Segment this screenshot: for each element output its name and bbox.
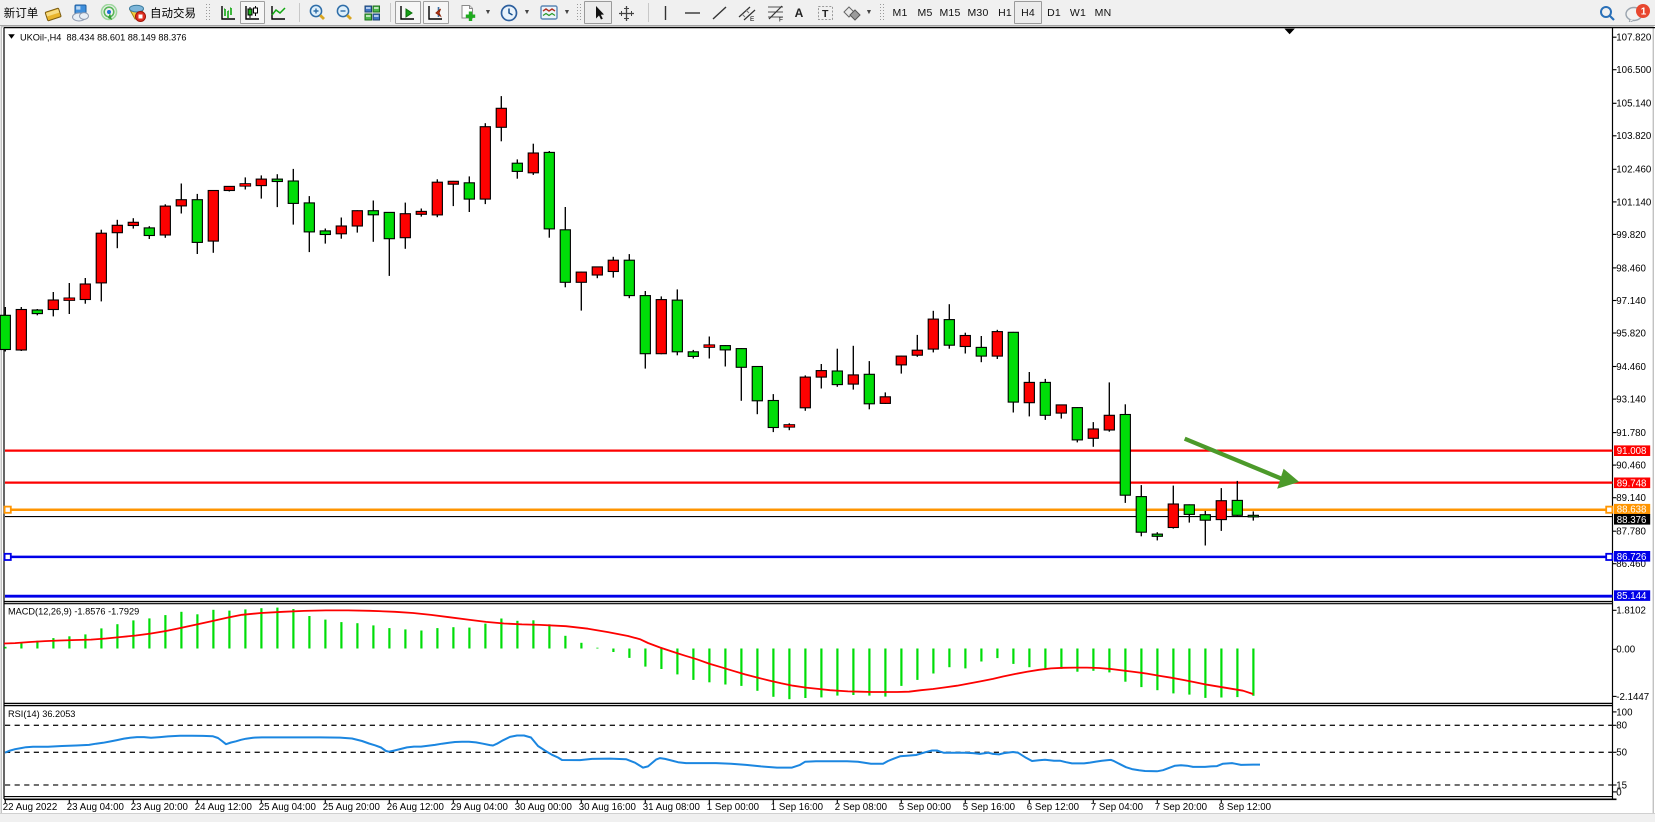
svg-text:1 Sep 00:00: 1 Sep 00:00	[707, 802, 760, 813]
svg-text:E: E	[750, 16, 755, 22]
svg-text:80: 80	[1616, 721, 1627, 732]
svg-text:88.376: 88.376	[1617, 515, 1647, 526]
svg-text:88.638: 88.638	[1617, 505, 1647, 516]
svg-text:0: 0	[1616, 787, 1622, 798]
svg-text:107.820: 107.820	[1616, 33, 1652, 44]
svg-text:30 Aug 16:00: 30 Aug 16:00	[579, 802, 637, 813]
svg-text:98.460: 98.460	[1616, 263, 1646, 274]
svg-text:0.00: 0.00	[1616, 645, 1635, 656]
svg-text:91.008: 91.008	[1617, 446, 1647, 457]
svg-text:2 Sep 08:00: 2 Sep 08:00	[835, 802, 888, 813]
svg-text:7 Sep 04:00: 7 Sep 04:00	[1091, 802, 1144, 813]
svg-text:1.8102: 1.8102	[1616, 606, 1646, 617]
svg-text:5 Sep 00:00: 5 Sep 00:00	[899, 802, 952, 813]
svg-text:30 Aug 00:00: 30 Aug 00:00	[515, 802, 573, 813]
svg-text:5 Sep 16:00: 5 Sep 16:00	[963, 802, 1016, 813]
svg-text:RSI(14) 36.2053: RSI(14) 36.2053	[8, 709, 75, 719]
svg-text:25 Aug 04:00: 25 Aug 04:00	[259, 802, 317, 813]
svg-text:T: T	[822, 8, 829, 20]
svg-text:26 Aug 12:00: 26 Aug 12:00	[387, 802, 445, 813]
svg-text:29 Aug 04:00: 29 Aug 04:00	[451, 802, 509, 813]
svg-text:102.460: 102.460	[1616, 165, 1652, 176]
svg-text:90.460: 90.460	[1616, 461, 1646, 472]
svg-text:93.140: 93.140	[1616, 395, 1646, 406]
svg-text:85.144: 85.144	[1617, 591, 1647, 602]
svg-text:24 Aug 12:00: 24 Aug 12:00	[195, 802, 253, 813]
svg-text:87.780: 87.780	[1616, 527, 1646, 538]
svg-text:105.140: 105.140	[1616, 99, 1652, 110]
svg-text:91.780: 91.780	[1616, 428, 1646, 439]
svg-text:106.500: 106.500	[1616, 65, 1652, 76]
svg-text:86.460: 86.460	[1616, 559, 1646, 570]
svg-text:6 Sep 12:00: 6 Sep 12:00	[1027, 802, 1080, 813]
svg-text:1: 1	[1641, 7, 1647, 18]
svg-text:100: 100	[1616, 707, 1633, 718]
svg-text:15: 15	[1616, 780, 1627, 791]
svg-text:94.460: 94.460	[1616, 362, 1646, 373]
svg-text:UKOil-,H4 88.434 88.601 88.14: UKOil-,H4 88.434 88.601 88.149 88.376	[20, 32, 187, 42]
svg-text:101.140: 101.140	[1616, 197, 1652, 208]
svg-text:22 Aug 2022: 22 Aug 2022	[3, 802, 57, 813]
svg-text:89.748: 89.748	[1617, 478, 1647, 489]
svg-text:95.820: 95.820	[1616, 328, 1646, 339]
svg-text:89.140: 89.140	[1616, 493, 1646, 504]
svg-text:1 Sep 16:00: 1 Sep 16:00	[771, 802, 824, 813]
svg-text:23 Aug 20:00: 23 Aug 20:00	[131, 802, 189, 813]
svg-text:25 Aug 20:00: 25 Aug 20:00	[323, 802, 381, 813]
svg-text:8 Sep 12:00: 8 Sep 12:00	[1219, 802, 1272, 813]
svg-text:-2.1447: -2.1447	[1616, 692, 1649, 703]
svg-text:86.726: 86.726	[1617, 552, 1647, 563]
svg-text:97.140: 97.140	[1616, 296, 1646, 307]
svg-text:50: 50	[1616, 748, 1627, 759]
svg-text:7 Sep 20:00: 7 Sep 20:00	[1155, 802, 1208, 813]
svg-text:23 Aug 04:00: 23 Aug 04:00	[67, 802, 125, 813]
svg-text:F: F	[779, 17, 783, 23]
svg-text:99.820: 99.820	[1616, 230, 1646, 241]
svg-text:103.820: 103.820	[1616, 131, 1652, 142]
svg-text:MACD(12,26,9) -1.8576 -1.7929: MACD(12,26,9) -1.8576 -1.7929	[8, 607, 139, 617]
svg-text:31 Aug 08:00: 31 Aug 08:00	[643, 802, 701, 813]
